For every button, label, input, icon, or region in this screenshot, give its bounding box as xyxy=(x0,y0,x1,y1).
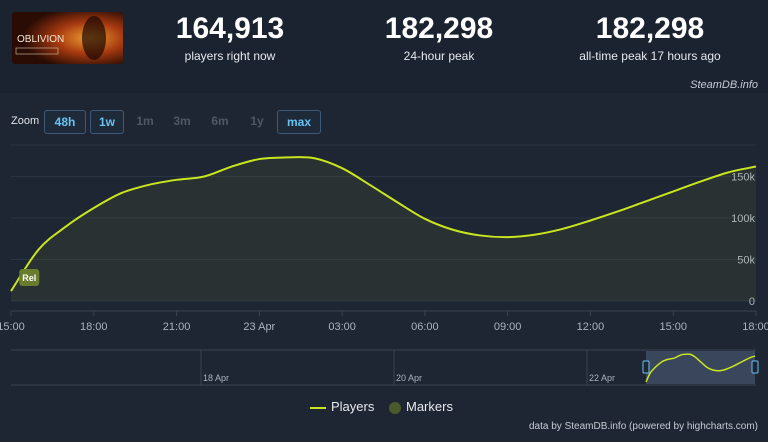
x-tick-label: 06:00 xyxy=(411,321,439,333)
players-legend-line-icon xyxy=(310,406,326,409)
y-tick-label: 50k xyxy=(737,255,755,267)
players-legend-label: Players xyxy=(331,399,375,414)
game-thumbnail[interactable]: OBLIVION xyxy=(12,12,123,64)
release-marker: Rel xyxy=(19,269,40,286)
y-axis-ticks: 0 50k 100k 150k xyxy=(731,172,755,309)
markers-legend-label: Markers xyxy=(406,399,453,414)
y-tick-label: 150k xyxy=(731,172,755,184)
zoom-1w-button[interactable]: 1w xyxy=(90,110,124,134)
navigator-right-handle xyxy=(751,360,759,374)
header-separator xyxy=(0,77,768,93)
source-link[interactable]: SteamDB.info xyxy=(690,79,758,91)
x-tick-label: 03:00 xyxy=(328,321,356,333)
chart-panel xyxy=(0,93,768,442)
x-tick-label: 23 Apr xyxy=(243,321,275,333)
thumbnail-title: OBLIVION xyxy=(17,34,64,45)
navigator-selection xyxy=(646,351,755,384)
zoom-1y-button[interactable]: 1y xyxy=(250,114,264,128)
legend-item-players[interactable]: Players xyxy=(310,399,374,414)
x-tick-label: 15:00 xyxy=(659,321,687,333)
y-tick-label: 100k xyxy=(731,213,755,225)
zoom-3m-button[interactable]: 3m xyxy=(173,114,191,128)
current-players-value: 164,913 xyxy=(175,12,285,45)
players-series-line xyxy=(10,156,757,292)
navigator-date-label: 20 Apr xyxy=(396,373,422,383)
day-peak-stat: 182,298 24-hour peak xyxy=(344,12,534,63)
day-peak-label: 24-hour peak xyxy=(403,49,475,63)
chart-gridlines xyxy=(11,144,756,312)
navigator-date-label: 18 Apr xyxy=(203,373,229,383)
navigator-series-line xyxy=(645,353,756,383)
players-area-fill xyxy=(11,157,756,301)
zoom-max-button[interactable]: max xyxy=(277,110,321,134)
x-tick-label: 18:00 xyxy=(80,321,108,333)
zoom-6m-button[interactable]: 6m xyxy=(211,114,229,128)
all-time-peak-label: all-time peak 17 hours ago xyxy=(579,49,721,63)
x-tick-label: 18:00 xyxy=(742,321,768,333)
navigator-left-handle xyxy=(642,360,650,374)
marker-badge xyxy=(19,269,40,286)
y-tick-label: 0 xyxy=(749,296,755,308)
markers-legend-dot-icon xyxy=(389,401,401,414)
current-players-label: players right now xyxy=(184,49,276,63)
data-credit[interactable]: data by SteamDB.info (powered by highcha… xyxy=(529,421,758,432)
stats-header: OBLIVION 164,913 players right now 182,2… xyxy=(0,0,768,77)
x-tick-label: 12:00 xyxy=(577,321,605,333)
x-tick-label: 21:00 xyxy=(163,321,191,333)
current-players-stat: 164,913 players right now xyxy=(135,12,325,63)
zoom-48h-button[interactable]: 48h xyxy=(44,110,86,134)
x-tick-label: 09:00 xyxy=(494,321,522,333)
navigator-date-label: 22 Apr xyxy=(589,373,615,383)
x-axis-ticks: 15:00 18:00 21:00 23 Apr 03:00 06:00 09:00 12:0… xyxy=(0,311,768,333)
navigator: 18 Apr 20 Apr 22 Apr xyxy=(11,349,759,386)
all-time-peak-stat: 182,298 all-time peak 17 hours ago xyxy=(555,12,745,63)
day-peak-value: 182,298 xyxy=(384,12,494,45)
zoom-1m-button[interactable]: 1m xyxy=(136,114,154,128)
all-time-peak-value: 182,298 xyxy=(595,12,705,45)
marker-label: Rel xyxy=(22,273,36,283)
zoom-label: Zoom xyxy=(11,115,40,127)
x-tick-label: 15:00 xyxy=(0,321,25,333)
legend-item-markers[interactable]: Markers xyxy=(389,399,453,414)
